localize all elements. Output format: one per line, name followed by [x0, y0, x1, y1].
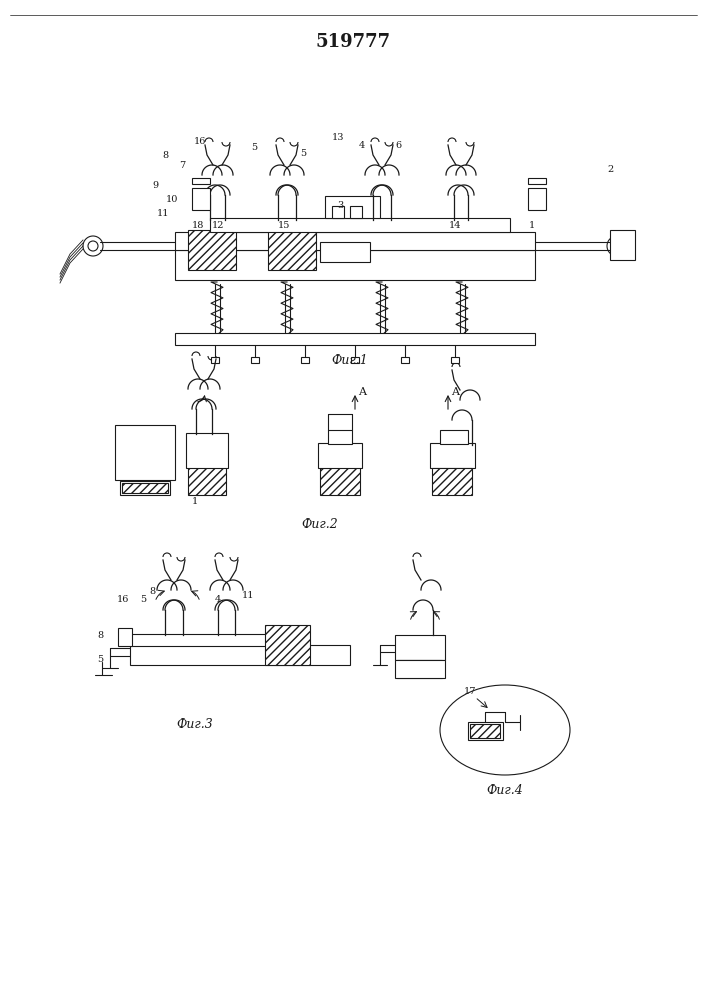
Bar	[610, 230, 635, 260]
Text: 6: 6	[395, 140, 401, 149]
Text: Фиг.4: Фиг.4	[486, 784, 523, 796]
Text: 5: 5	[97, 656, 103, 664]
Bar	[401, 357, 409, 363]
Bar	[528, 178, 546, 184]
Bar	[192, 188, 210, 210]
Text: Фиг.2: Фиг.2	[302, 518, 339, 532]
Text: 5: 5	[251, 142, 257, 151]
Bar	[395, 660, 445, 678]
Bar	[440, 430, 468, 444]
Text: 10: 10	[166, 196, 178, 205]
Text: 14: 14	[449, 221, 461, 230]
Text: 16: 16	[194, 137, 206, 146]
Bar	[301, 357, 309, 363]
Text: 3: 3	[337, 202, 343, 211]
Bar	[350, 206, 362, 218]
Bar	[122, 483, 168, 493]
Bar	[528, 188, 546, 210]
Text: A: A	[451, 387, 459, 397]
Bar	[397, 660, 442, 678]
Text: 16: 16	[117, 595, 129, 604]
Bar	[468, 722, 503, 740]
Text: 18: 18	[192, 221, 204, 230]
Text: Фиг.3: Фиг.3	[177, 718, 214, 732]
Bar	[430, 443, 475, 468]
Bar	[320, 242, 370, 262]
Bar	[320, 467, 360, 495]
Bar	[130, 634, 280, 646]
Text: 15: 15	[278, 221, 290, 230]
Text: 4: 4	[359, 140, 365, 149]
Bar	[120, 481, 170, 495]
Text: 11: 11	[242, 590, 255, 599]
Text: 12: 12	[212, 221, 224, 230]
Bar	[210, 218, 510, 232]
Text: 1: 1	[529, 221, 535, 230]
Bar	[130, 645, 350, 665]
Bar	[192, 178, 210, 184]
Text: 7: 7	[179, 160, 185, 169]
Bar	[115, 425, 175, 480]
Text: 5: 5	[140, 595, 146, 604]
Text: 9: 9	[152, 180, 158, 190]
Bar	[351, 357, 359, 363]
Text: A: A	[358, 387, 366, 397]
Bar	[175, 250, 535, 280]
Bar	[325, 196, 380, 218]
Bar	[332, 206, 344, 218]
Ellipse shape	[440, 685, 570, 775]
Bar	[211, 357, 219, 363]
Text: 2: 2	[607, 165, 613, 174]
Bar	[470, 724, 500, 738]
Bar	[395, 635, 445, 660]
Text: 11: 11	[157, 210, 169, 219]
Text: 4: 4	[215, 595, 221, 604]
Bar	[451, 357, 459, 363]
Bar	[118, 628, 132, 646]
Text: 8: 8	[149, 587, 155, 596]
Bar	[432, 468, 472, 495]
Bar	[265, 625, 310, 665]
Bar	[328, 430, 352, 444]
Bar	[175, 333, 535, 345]
Bar	[328, 202, 368, 218]
Text: 8: 8	[162, 150, 168, 159]
Bar	[268, 230, 316, 270]
Bar	[318, 443, 362, 468]
Text: 13: 13	[332, 133, 344, 142]
Text: Фиг.1: Фиг.1	[332, 354, 368, 366]
Text: 17: 17	[464, 688, 477, 696]
Bar	[188, 230, 236, 270]
Bar	[175, 232, 535, 250]
Text: 1: 1	[192, 497, 198, 506]
Bar	[188, 467, 226, 495]
Text: 8: 8	[97, 631, 103, 640]
Text: 5: 5	[300, 148, 306, 157]
Bar	[186, 433, 228, 468]
Bar	[251, 357, 259, 363]
Text: 519777: 519777	[315, 33, 390, 51]
